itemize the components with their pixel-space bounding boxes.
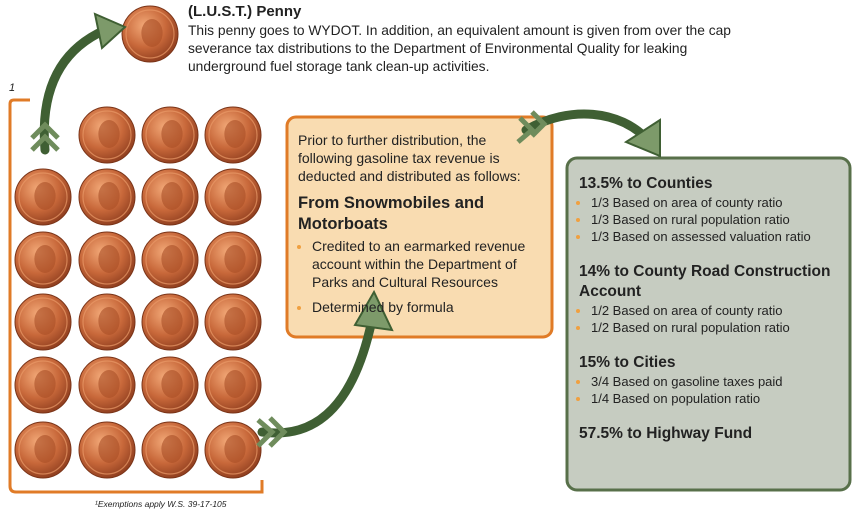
- arrow-head: [93, 12, 127, 50]
- section-heading: 13.5% to Counties: [579, 175, 713, 192]
- section-heading: 14% to County Road Construction Account: [579, 263, 831, 300]
- penny-profile: [98, 120, 120, 148]
- penny-profile: [161, 370, 183, 398]
- penny-profile: [224, 370, 246, 398]
- deduction-list: Credited to an earmarked revenue account…: [298, 237, 540, 316]
- arrow-feather: [268, 416, 288, 448]
- section-bullet: 1/3 Based on area of county ratio: [591, 194, 842, 211]
- penny-rim: [82, 235, 132, 285]
- deduction-box-bg: [285, 115, 554, 339]
- penny-rim: [82, 360, 132, 410]
- penny-profile: [161, 245, 183, 273]
- penny-rim: [208, 297, 258, 347]
- arrow-feather: [30, 133, 60, 152]
- arrow-feather: [256, 418, 276, 448]
- penny-profile: [98, 435, 120, 463]
- penny-profile: [98, 370, 120, 398]
- deduction-bullet: Credited to an earmarked revenue account…: [312, 237, 540, 291]
- section-heading: 15% to Cities: [579, 354, 676, 371]
- arrow-feather: [530, 110, 548, 138]
- arrows: [30, 12, 661, 448]
- penny-rim: [208, 425, 258, 475]
- penny-rim: [18, 297, 68, 347]
- penny-rim: [82, 297, 132, 347]
- penny-rim: [82, 425, 132, 475]
- penny-rim: [208, 172, 258, 222]
- penny-profile: [98, 307, 120, 335]
- penny-rim: [18, 360, 68, 410]
- penny-description: This penny goes to WYDOT. In addition, a…: [188, 23, 731, 74]
- penny-rim: [82, 172, 132, 222]
- penny-profile: [161, 120, 183, 148]
- penny-rim: [145, 297, 195, 347]
- penny-rim: [82, 110, 132, 160]
- deduction-bullet: Determined by formula: [312, 298, 540, 316]
- penny-profile: [224, 307, 246, 335]
- section-bullet: 1/4 Based on population ratio: [591, 390, 842, 407]
- penny-rim: [145, 172, 195, 222]
- distribution-box-bg: [565, 156, 852, 492]
- penny-rim: [145, 360, 195, 410]
- penny-profile: [224, 435, 246, 463]
- deduction-box: Prior to further distribution, the follo…: [287, 117, 552, 337]
- section-bullet: 1/2 Based on area of county ratio: [591, 302, 842, 319]
- penny-profile: [34, 182, 56, 210]
- penny-profile: [224, 182, 246, 210]
- penny-profile: [34, 435, 56, 463]
- penny-rim: [208, 360, 258, 410]
- penny-rim: [145, 425, 195, 475]
- penny-rim: [145, 235, 195, 285]
- footnote: ¹Exemptions apply W.S. 39-17-105: [95, 499, 227, 509]
- penny-rim: [18, 235, 68, 285]
- penny-title: (L.U.S.T.) Penny: [188, 3, 302, 20]
- section: 57.5% to Highway Fund: [579, 424, 842, 444]
- penny-rim: [208, 110, 258, 160]
- penny-rim: [18, 172, 68, 222]
- penny-rim: [125, 9, 175, 59]
- penny-profile: [224, 245, 246, 273]
- arrow-head: [353, 289, 394, 332]
- deduction-intro: Prior to further distribution, the follo…: [298, 132, 521, 184]
- distribution-box: 13.5% to Counties 1/3 Based on area of co…: [567, 158, 850, 490]
- arrow-shaft: [39, 25, 110, 155]
- penny-profile: [34, 307, 56, 335]
- penny-profile: [34, 370, 56, 398]
- section: 15% to Cities 3/4 Based on gasoline taxes…: [579, 353, 842, 407]
- section: 13.5% to Counties 1/3 Based on area of co…: [579, 174, 842, 245]
- deduction-heading: From Snowmobiles and Motorboats: [298, 194, 485, 233]
- section: 14% to County Road Construction Account1…: [579, 262, 842, 336]
- penny-profile: [161, 435, 183, 463]
- penny-profile: [161, 307, 183, 335]
- penny-rim: [18, 425, 68, 475]
- section-heading: 57.5% to Highway Fund: [579, 425, 753, 442]
- pennies: [14, 5, 262, 479]
- section-list: 3/4 Based on gasoline taxes paid1/4 Base…: [579, 373, 842, 407]
- penny-profile: [98, 245, 120, 273]
- penny-profile: [161, 182, 183, 210]
- penny-profile: [34, 245, 56, 273]
- penny-profile: [98, 182, 120, 210]
- footnote-marker: 1: [9, 82, 16, 94]
- arrow-feather: [516, 116, 536, 144]
- penny-rim: [145, 110, 195, 160]
- arrow-head: [623, 118, 661, 158]
- section-bullet: 3/4 Based on gasoline taxes paid: [591, 373, 842, 390]
- section-bullet: 1/3 Based on assessed valuation ratio: [591, 228, 842, 245]
- section-bullet: 1/2 Based on rural population ratio: [591, 319, 842, 336]
- arrow-feather: [30, 121, 60, 140]
- penny-profile: [224, 120, 246, 148]
- bracket: [8, 98, 264, 494]
- section-bullet: 1/3 Based on rural population ratio: [591, 211, 842, 228]
- penny-rim: [208, 235, 258, 285]
- penny-profile: [141, 19, 163, 47]
